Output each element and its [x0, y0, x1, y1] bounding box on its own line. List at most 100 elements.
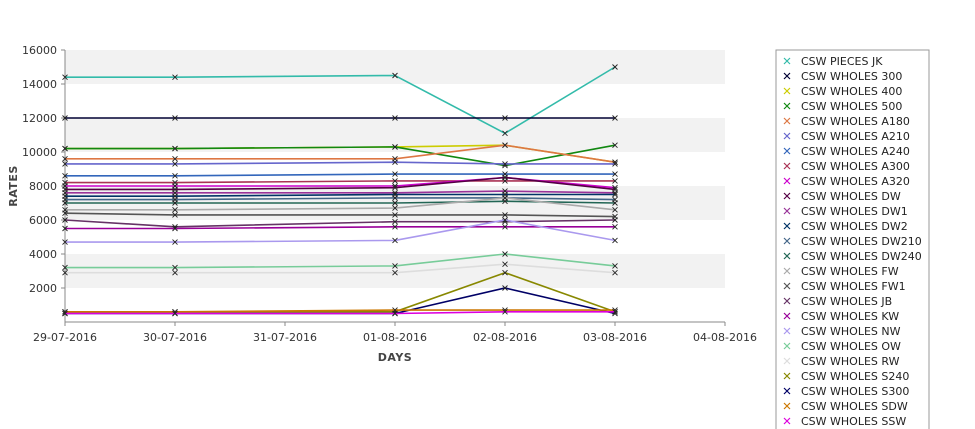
data-point	[172, 155, 178, 162]
data-point	[172, 206, 178, 213]
x-axis-title: DAYS	[378, 351, 412, 364]
y-tick-label: 2000	[29, 282, 57, 295]
grid-band	[65, 84, 725, 118]
y-tick-label: 6000	[29, 214, 57, 227]
series-20	[62, 251, 618, 271]
y-tick-label: 8000	[29, 180, 57, 193]
series-6	[62, 159, 618, 167]
data-point	[612, 308, 618, 315]
legend-marker	[783, 132, 791, 140]
data-point	[612, 217, 618, 223]
legend-item: CSW WHOLES FW1	[801, 280, 906, 293]
legend-item: CSW WHOLES DW	[801, 190, 901, 203]
data-point	[62, 310, 68, 317]
x-tick-label: 01-08-2016	[363, 331, 427, 344]
data-point	[172, 200, 178, 206]
data-point	[62, 269, 68, 276]
data-point	[612, 269, 618, 276]
legend-marker	[783, 372, 791, 380]
data-point	[172, 239, 178, 245]
data-point	[392, 237, 398, 244]
legend-marker	[783, 312, 791, 320]
data-point	[62, 217, 68, 223]
series-4	[62, 142, 618, 169]
data-point	[392, 205, 398, 211]
legend-marker	[783, 252, 791, 260]
data-point	[172, 145, 178, 152]
data-point	[612, 237, 618, 244]
data-point	[172, 74, 178, 81]
data-point	[62, 145, 68, 152]
legend-marker	[783, 327, 791, 335]
data-point	[172, 212, 178, 218]
data-point	[392, 223, 398, 230]
data-point	[502, 212, 508, 218]
legend-marker	[783, 267, 791, 275]
data-point	[502, 115, 508, 121]
grid-band	[65, 254, 725, 288]
data-point	[502, 161, 508, 167]
data-point	[612, 178, 618, 184]
data-point	[392, 115, 398, 121]
data-point	[172, 161, 178, 167]
y-tick-label: 14000	[22, 78, 57, 91]
data-point	[612, 223, 618, 230]
data-point	[612, 64, 618, 70]
y-tick-label: 4000	[29, 248, 57, 261]
legend-item: CSW WHOLES 300	[801, 70, 902, 83]
x-tick-label: 31-07-2016	[253, 331, 317, 344]
data-point	[392, 310, 398, 317]
legend-marker	[783, 357, 791, 365]
data-point	[502, 308, 508, 315]
legend-marker	[783, 342, 791, 350]
series-layer	[62, 64, 618, 317]
grid-band	[65, 220, 725, 254]
legend-item: CSW WHOLES 400	[801, 85, 902, 98]
legend-item: CSW WHOLES A180	[801, 115, 910, 128]
legend-item: CSW WHOLES KW	[801, 310, 899, 323]
data-point	[392, 184, 398, 191]
legend-marker	[783, 162, 791, 170]
data-point	[612, 115, 618, 121]
data-point	[172, 225, 178, 232]
data-point	[612, 263, 618, 269]
grid-band	[65, 288, 725, 322]
legend-item: CSW WHOLES A210	[801, 130, 910, 143]
x-tick-label: 02-08-2016	[473, 331, 537, 344]
legend-item: CSW WHOLES RW	[801, 355, 900, 368]
data-point	[62, 239, 68, 245]
legend-item: CSW WHOLES A300	[801, 160, 910, 173]
data-point	[502, 269, 508, 276]
data-point	[502, 130, 508, 137]
data-point	[392, 269, 398, 276]
legend-item: CSW PIECES JK	[801, 55, 883, 68]
data-point	[392, 159, 398, 166]
legend-marker	[783, 192, 791, 200]
legend-item: CSW WHOLES S300	[801, 385, 909, 398]
legend-marker	[783, 282, 791, 290]
legend: CSW PIECES JK CSW WHOLES 300 CSW WHOLES 40…	[775, 49, 930, 429]
data-point	[612, 206, 618, 213]
data-point	[612, 161, 618, 167]
legend-marker	[783, 222, 791, 230]
data-point	[62, 74, 68, 81]
legend-marker	[783, 387, 791, 395]
data-point	[502, 285, 508, 291]
legend-item: CSW WHOLES A320	[801, 175, 910, 188]
x-tick-label: 03-08-2016	[583, 331, 647, 344]
data-point	[62, 225, 68, 232]
legend-item: CSW WHOLES DW1	[801, 205, 908, 218]
data-point	[172, 310, 178, 317]
data-point	[392, 218, 398, 225]
data-point	[392, 144, 398, 150]
legend-marker	[783, 72, 791, 80]
data-point	[172, 269, 178, 276]
legend-marker	[783, 297, 791, 305]
legend-marker	[783, 207, 791, 215]
data-point	[62, 161, 68, 167]
legend-item: CSW WHOLES NW	[801, 325, 901, 338]
data-point	[392, 195, 398, 201]
legend-marker	[783, 117, 791, 125]
data-point	[502, 174, 508, 181]
data-point	[172, 264, 178, 271]
